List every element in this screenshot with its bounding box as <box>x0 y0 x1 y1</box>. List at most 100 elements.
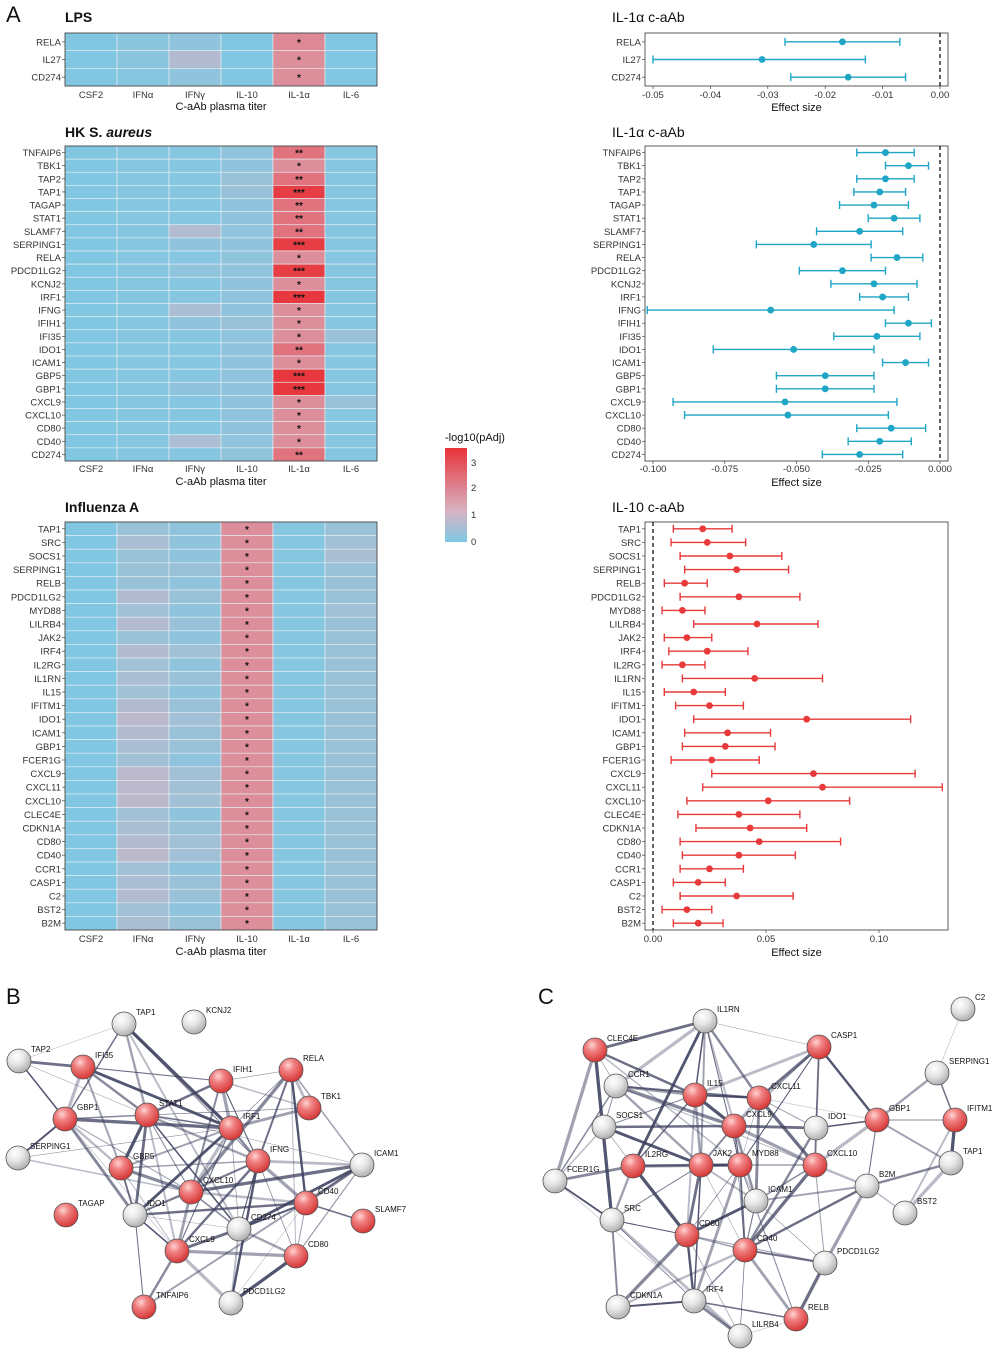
network-node-label: CXCL9 <box>746 1110 772 1119</box>
row-label: SOCS1 <box>29 552 61 563</box>
heatmap-cell <box>272 916 326 931</box>
network-edge <box>554 1085 617 1182</box>
heatmap-cell <box>116 198 170 212</box>
heatmap-cell <box>168 793 222 808</box>
category-label: SOCS1 <box>609 552 641 563</box>
heatmap-cell <box>272 807 326 822</box>
heatmap-cell <box>64 630 118 645</box>
significance-star: * <box>297 162 301 173</box>
row-label: ICAM1 <box>32 358 61 369</box>
network-node: JAK2 <box>688 1149 733 1178</box>
significance-star: * <box>297 306 301 317</box>
heatmap-cell <box>324 211 378 226</box>
network-node-label: CD80 <box>308 1240 329 1249</box>
network-node-circle <box>803 1115 829 1141</box>
heatmap-cell <box>116 820 170 836</box>
heatmap-cell <box>272 671 326 686</box>
network-node: CD80 <box>674 1219 720 1248</box>
significance-star: * <box>245 810 249 821</box>
column-label: IL-10 <box>236 934 258 945</box>
column-label: IL-10 <box>236 464 258 475</box>
heatmap-cell <box>116 237 170 252</box>
heatmap-cell <box>64 329 118 344</box>
network-node-circle <box>674 1222 700 1248</box>
network-node-label: ICAM1 <box>374 1149 399 1158</box>
network-edge <box>146 1107 310 1116</box>
network-edge <box>176 1249 297 1258</box>
heatmap-cell <box>168 657 222 672</box>
column-label: IL-6 <box>343 90 359 101</box>
effect-point <box>703 539 711 546</box>
network-edge <box>704 1020 741 1166</box>
network-node-circle <box>599 1207 625 1233</box>
heatmap-cell <box>64 739 118 754</box>
network-edge <box>823 1185 869 1264</box>
network-edge <box>743 1249 798 1320</box>
row-label: PDCD1LG2 <box>11 592 61 603</box>
heatmap-cell <box>64 820 118 836</box>
network-node-circle <box>591 1114 617 1140</box>
network-node: MYD88 <box>727 1149 779 1178</box>
heatmap-cell <box>272 589 326 604</box>
heatmap-cell <box>220 316 274 331</box>
network-edge <box>739 1046 820 1166</box>
network-node-label: FCER1G <box>567 1165 599 1174</box>
heatmap-cell <box>168 250 222 265</box>
category-label: PDCD1LG2 <box>591 592 641 603</box>
significance-star: * <box>245 566 249 577</box>
effect-point <box>890 214 898 222</box>
heatmap-cell <box>168 780 222 795</box>
heatmap-cell <box>272 888 326 904</box>
row-label: CD80 <box>37 837 61 848</box>
network-edge <box>603 1094 696 1128</box>
heatmap-cell <box>220 381 274 396</box>
network-node-circle <box>293 1190 319 1216</box>
row-label: CD80 <box>37 424 61 435</box>
heatmap-cell <box>272 739 326 754</box>
heatmap-cell <box>324 263 378 278</box>
network-node-label: IFIH1 <box>233 1065 253 1074</box>
significance-star: ** <box>295 227 303 238</box>
network-node-label: C2 <box>975 993 986 1002</box>
heatmap-cell <box>272 603 326 618</box>
heatmap-cell <box>272 875 326 890</box>
column-label: IL-1α <box>288 90 310 101</box>
heatmap-cell <box>324 698 378 713</box>
heatmap-cell <box>116 698 170 713</box>
network-node-circle <box>864 1107 890 1133</box>
row-label: CXCL10 <box>25 796 61 807</box>
row-label: BST2 <box>37 905 61 916</box>
heatmap-cell <box>324 303 378 317</box>
network-edge <box>818 1046 878 1121</box>
network-node-label: IRF1 <box>243 1112 261 1121</box>
category-label: KCNJ2 <box>611 279 641 290</box>
network-node-circle <box>942 1107 968 1133</box>
heatmap-cell <box>116 902 170 917</box>
significance-star: * <box>245 770 249 781</box>
effect-point <box>678 661 686 669</box>
network-node: ICAM1 <box>743 1185 793 1214</box>
row-label: TAGAP <box>30 201 62 212</box>
row-label: IDO1 <box>39 345 61 356</box>
heatmap-cell <box>272 752 326 768</box>
heatmap-cell <box>324 68 378 87</box>
heatmap-cell <box>116 368 170 383</box>
heatmap-cell <box>220 290 274 304</box>
significance-star: * <box>245 824 249 835</box>
significance-star: *** <box>293 188 305 199</box>
network-edge <box>230 1106 310 1130</box>
x-tick-label: -0.050 <box>783 464 810 475</box>
heatmap-cell <box>324 834 378 849</box>
heatmap-cell <box>220 368 274 383</box>
network-edge <box>120 1160 259 1169</box>
effect-point <box>887 424 895 432</box>
heatmap-cell <box>168 630 222 645</box>
row-label: CXCL9 <box>30 769 61 780</box>
network-node: PDCD1LG2 <box>812 1247 880 1276</box>
effect-point <box>781 398 789 406</box>
category-label: GBP1 <box>616 384 641 395</box>
column-label: IFNα <box>133 934 154 945</box>
heatmap-title-part: HK S. <box>65 124 106 140</box>
row-label: TAP1 <box>38 524 61 535</box>
heatmap-cell <box>64 381 118 396</box>
